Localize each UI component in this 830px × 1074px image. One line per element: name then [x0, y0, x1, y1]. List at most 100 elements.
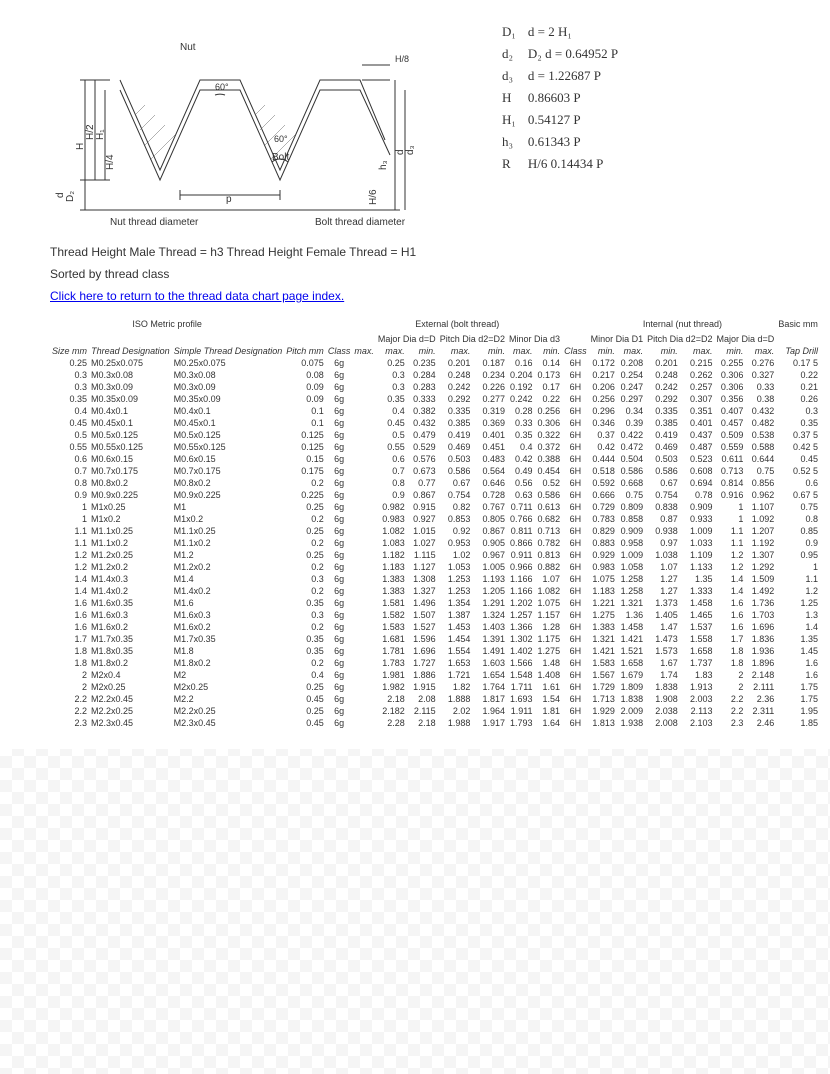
table-cell: 0.444: [589, 453, 617, 465]
table-cell: 1.67: [645, 657, 680, 669]
table-row: 0.8M0.8x0.2M0.8x0.20.26g0.80.770.670.646…: [50, 477, 820, 489]
table-cell: 1.886: [407, 669, 438, 681]
table-cell: 0.469: [438, 441, 473, 453]
table-cell: 0.335: [438, 405, 473, 417]
table-cell: 6H: [562, 513, 589, 525]
table-cell: M0.8x0.2: [172, 477, 285, 489]
table-cell: 0.42 5: [776, 441, 820, 453]
table-cell: 1.61: [535, 681, 563, 693]
hdr-max2: max.: [438, 345, 473, 357]
table-cell: 1.929: [589, 705, 617, 717]
table-cell: [352, 609, 376, 621]
table-cell: 1.075: [535, 597, 563, 609]
table-cell: M0.6x0.15: [172, 453, 285, 465]
table-cell: 0.3: [50, 369, 89, 381]
table-cell: 1.7: [714, 633, 745, 645]
label-h4: H/4: [105, 154, 116, 170]
table-cell: M1.4x0.2: [172, 585, 285, 597]
table-cell: 1.07: [535, 573, 563, 585]
table-cell: 1.2: [50, 549, 89, 561]
table-cell: 0.25: [50, 357, 89, 369]
table-cell: 1.6: [776, 669, 820, 681]
formula-symbol: H₁: [502, 110, 526, 130]
table-cell: 0.372: [535, 441, 563, 453]
table-cell: 1.8: [50, 657, 89, 669]
table-cell: 2.2: [714, 705, 745, 717]
table-cell: M0.3x0.09: [89, 381, 172, 393]
table-cell: 1.36: [617, 609, 645, 621]
table-cell: 1.964: [472, 705, 507, 717]
table-row: 1.2M1.2x0.2M1.2x0.20.26g1.1831.1271.0531…: [50, 561, 820, 573]
table-cell: 6g: [326, 645, 353, 657]
table-cell: 0.14: [535, 357, 563, 369]
table-cell: M1.6: [172, 597, 285, 609]
table-cell: 0.9: [776, 537, 820, 549]
table-cell: M1.6x0.3: [172, 609, 285, 621]
table-cell: 0.967: [472, 549, 507, 561]
table-cell: 0.2: [284, 477, 326, 489]
table-cell: M1.1x0.25: [89, 525, 172, 537]
formula-expression: d = 2 H₁: [528, 22, 628, 42]
table-cell: 0.983: [589, 561, 617, 573]
table-cell: 0.766: [507, 513, 535, 525]
table-cell: 0.201: [645, 357, 680, 369]
table-cell: 1.8: [50, 645, 89, 657]
table-cell: 1.308: [407, 573, 438, 585]
table-cell: 1.275: [589, 609, 617, 621]
table-cell: 1.403: [472, 621, 507, 633]
table-cell: 0.256: [589, 393, 617, 405]
table-cell: M0.3x0.09: [172, 381, 285, 393]
table-cell: 6g: [326, 477, 353, 489]
table-cell: M1.8x0.2: [89, 657, 172, 669]
hdr-pitchd: Pitch Dia d2=D2: [438, 330, 507, 345]
table-cell: 0.909: [617, 525, 645, 537]
table-cell: 1.729: [589, 681, 617, 693]
table-cell: 1.548: [507, 669, 535, 681]
table-cell: [352, 501, 376, 513]
table-cell: 1.492: [745, 585, 776, 597]
table-cell: 1.033: [680, 537, 715, 549]
table-cell: 0.351: [680, 405, 715, 417]
table-cell: 1.092: [745, 513, 776, 525]
table-cell: 0.369: [472, 417, 507, 429]
table-cell: M1.7x0.35: [89, 633, 172, 645]
table-cell: 0.25: [284, 525, 326, 537]
label-p: p: [226, 194, 232, 205]
table-cell: 0.35: [507, 429, 535, 441]
table-cell: M2x0.4: [89, 669, 172, 681]
table-cell: 1.2: [714, 549, 745, 561]
table-cell: 1.727: [407, 657, 438, 669]
formula-table: D₁d = 2 H₁d₂D₂ d = 0.64952 Pd₃d = 1.2268…: [500, 20, 630, 176]
table-cell: 0.962: [745, 489, 776, 501]
table-cell: 0.385: [645, 417, 680, 429]
return-link[interactable]: Click here to return to the thread data …: [50, 289, 830, 303]
table-cell: 0.3: [50, 381, 89, 393]
table-cell: 1.654: [472, 669, 507, 681]
table-cell: M1.2x0.2: [89, 561, 172, 573]
table-cell: 1.25: [776, 597, 820, 609]
table-cell: 6g: [326, 357, 353, 369]
table-cell: 1.908: [645, 693, 680, 705]
table-cell: 0.3: [376, 381, 407, 393]
table-cell: 0.644: [745, 453, 776, 465]
table-cell: 1.596: [407, 633, 438, 645]
label-bolt: Bolt: [272, 152, 289, 163]
table-cell: M0.25x0.075: [89, 357, 172, 369]
table-cell: 0.754: [438, 489, 473, 501]
table-cell: 1.2: [50, 561, 89, 573]
table-cell: 1.8: [714, 657, 745, 669]
table-cell: 0.588: [745, 441, 776, 453]
table-cell: 0.564: [472, 465, 507, 477]
table-cell: M1.2x0.25: [89, 549, 172, 561]
table-cell: 1.81: [535, 705, 563, 717]
table-cell: 0.22: [776, 369, 820, 381]
table-cell: M1.1x0.2: [172, 537, 285, 549]
table-cell: 2.36: [745, 693, 776, 705]
table-cell: 0.75: [745, 465, 776, 477]
table-cell: 6H: [562, 561, 589, 573]
table-cell: 0.3: [376, 369, 407, 381]
table-cell: 1.373: [645, 597, 680, 609]
table-cell: 6g: [326, 573, 353, 585]
table-cell: 0.682: [535, 513, 563, 525]
table-cell: 1.554: [438, 645, 473, 657]
